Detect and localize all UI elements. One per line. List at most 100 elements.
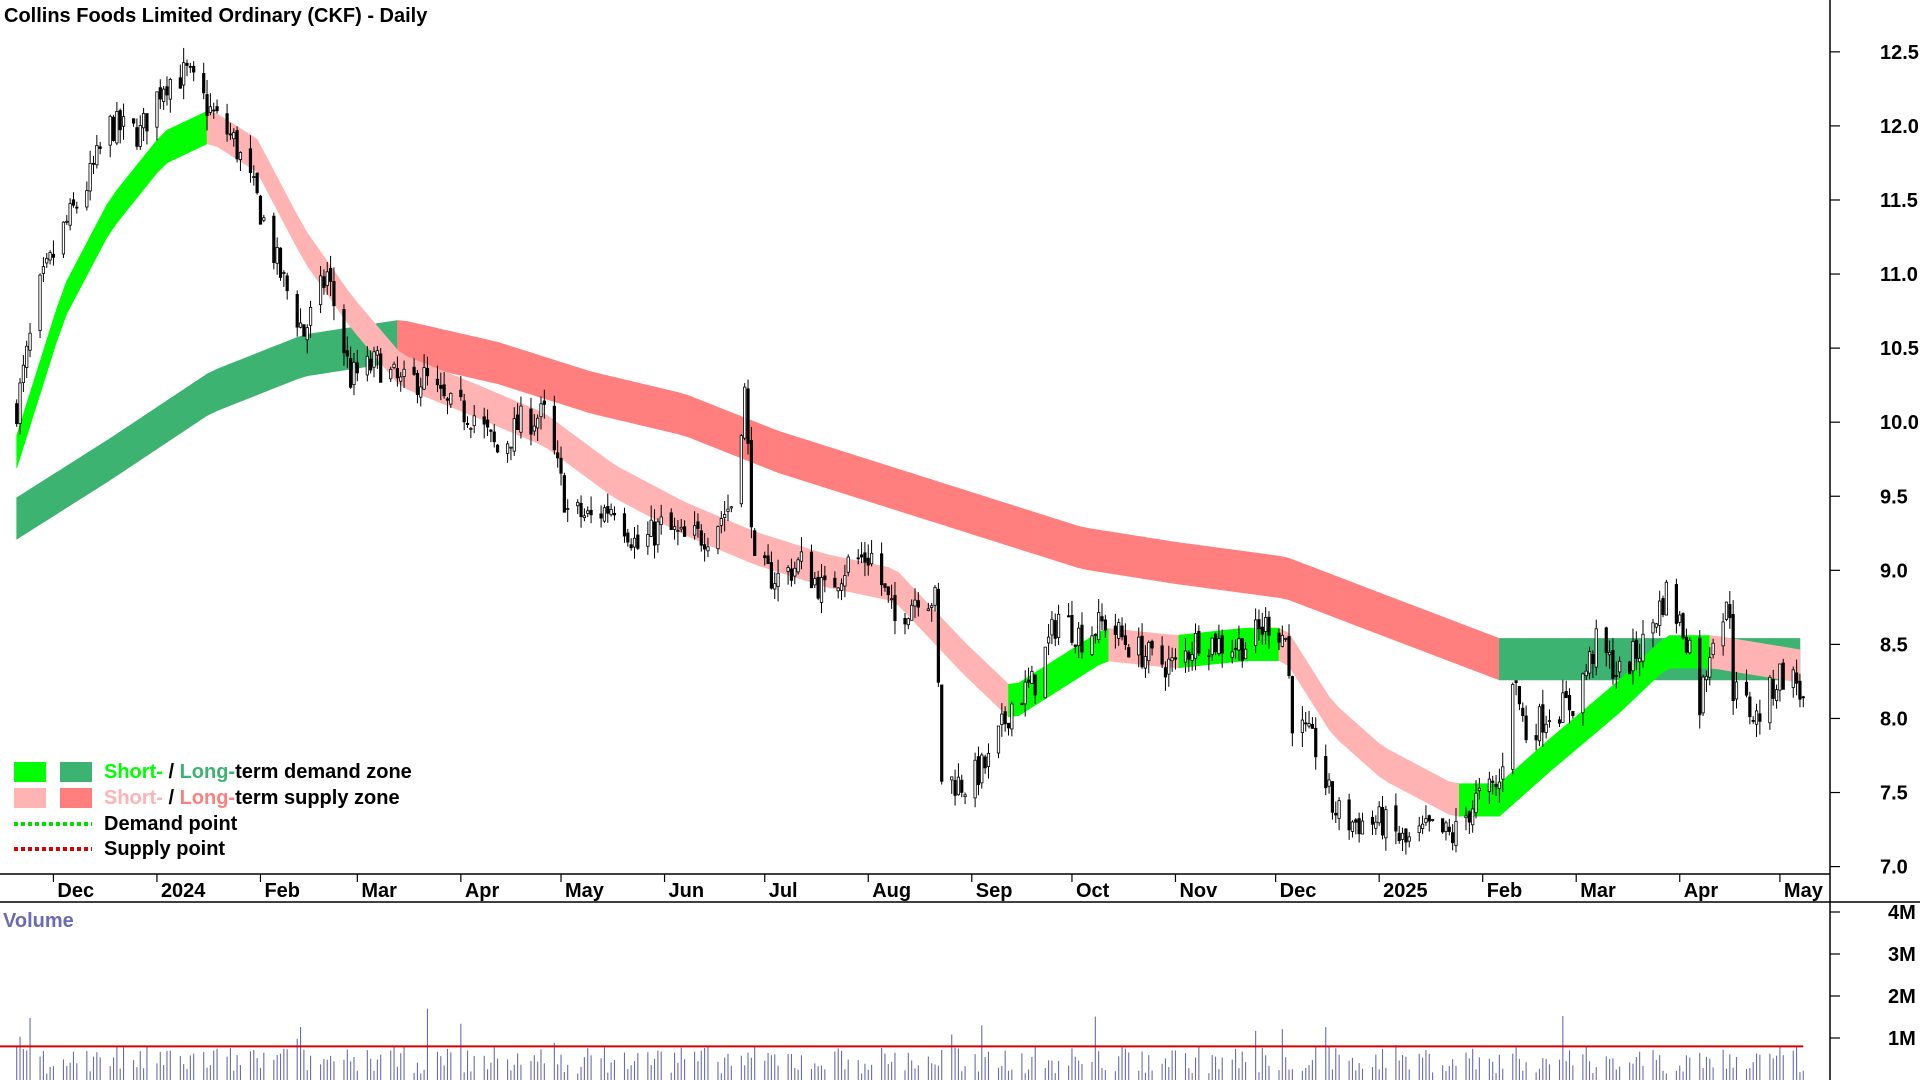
candle-body xyxy=(980,754,984,784)
candle-body xyxy=(158,87,162,100)
candle-body xyxy=(552,405,556,451)
candle-body xyxy=(295,294,299,328)
long-term-zone-band xyxy=(877,462,889,508)
candle-body xyxy=(1791,669,1795,688)
long-term-zone-band xyxy=(256,348,268,396)
candle-body xyxy=(1006,722,1011,729)
candle-body xyxy=(352,361,356,386)
candle-body xyxy=(1521,707,1525,716)
candle-body xyxy=(415,372,420,396)
candle-body xyxy=(1734,681,1739,700)
long-term-zone-band xyxy=(146,406,158,457)
candle-body xyxy=(1127,647,1131,658)
candle-body xyxy=(716,526,720,550)
candle-body xyxy=(1638,657,1642,663)
candle-body xyxy=(809,551,814,589)
candle-body xyxy=(646,534,650,547)
candle-body xyxy=(395,368,399,379)
long-term-zone-band xyxy=(787,433,799,480)
time-tick-label: Apr xyxy=(1684,880,1719,902)
candle-body xyxy=(442,384,446,397)
candle-body xyxy=(512,418,516,452)
long-term-zone-band xyxy=(517,348,528,394)
time-tick-label: Dec xyxy=(57,880,94,902)
candle-body xyxy=(1280,635,1284,647)
legend-label: Short- / Long-term demand zone xyxy=(104,761,412,783)
candle-body xyxy=(121,116,126,127)
time-tick-label: Dec xyxy=(1280,880,1317,902)
long-term-zone-band xyxy=(557,360,569,407)
candle-body xyxy=(262,217,266,221)
long-term-zone-band xyxy=(1288,557,1300,605)
candle-body xyxy=(1380,806,1385,836)
candle-body xyxy=(1023,681,1027,705)
long-term-zone-band xyxy=(637,382,649,428)
candle-body xyxy=(1768,676,1772,724)
long-term-zone-band xyxy=(807,440,819,486)
candle-body xyxy=(492,431,496,443)
candle-body xyxy=(1594,628,1598,668)
long-term-zone-band xyxy=(1368,588,1380,635)
candle-body xyxy=(799,551,804,562)
candle-body xyxy=(332,281,336,307)
volume-tick-label: 3M xyxy=(1888,944,1916,966)
candle-body xyxy=(659,516,663,525)
short-term-zone-band xyxy=(1669,635,1681,669)
candle-body xyxy=(1026,679,1031,683)
candle-body xyxy=(1420,823,1425,829)
candle-body xyxy=(836,587,840,592)
volume-label: Volume xyxy=(3,910,74,932)
candle-body xyxy=(1163,667,1168,678)
legend-label: Short- / Long-term supply zone xyxy=(104,787,400,809)
candle-body xyxy=(986,752,991,767)
long-term-zone-band xyxy=(1388,596,1400,643)
candle-body xyxy=(21,364,25,383)
long-term-zone-band xyxy=(1428,611,1440,658)
candle-body xyxy=(1471,808,1475,826)
candle-body xyxy=(1010,703,1014,730)
candle-body xyxy=(1491,780,1495,783)
long-term-zone-band xyxy=(1268,554,1280,598)
short-term-zone-band xyxy=(1428,770,1440,810)
long-term-zone-band xyxy=(938,481,949,527)
candle-body xyxy=(910,604,914,621)
long-term-zone-band xyxy=(998,500,1009,546)
short-term-zone-band xyxy=(887,566,899,606)
candle-body xyxy=(205,94,209,117)
long-term-zone-band xyxy=(587,370,599,416)
short-term-zone-band xyxy=(1418,765,1430,805)
long-term-zone-band xyxy=(86,446,98,496)
candle-body xyxy=(305,327,309,341)
candle-body xyxy=(1046,636,1051,644)
candle-body xyxy=(676,530,680,532)
candle-body xyxy=(746,388,750,444)
candle-body xyxy=(632,537,637,548)
candle-body xyxy=(1607,651,1612,656)
candle-body xyxy=(1307,723,1311,727)
candle-body xyxy=(936,588,940,683)
candle-body xyxy=(111,116,116,141)
candle-body xyxy=(963,794,967,797)
candle-body xyxy=(1661,598,1665,615)
long-term-zone-band xyxy=(777,430,789,477)
long-term-zone-band xyxy=(567,364,579,410)
candle-body xyxy=(1337,800,1341,819)
candle-body xyxy=(586,510,590,514)
candle-body xyxy=(1611,649,1615,679)
long-term-zone-band xyxy=(1258,553,1270,597)
candle-body xyxy=(445,398,450,401)
time-tick-label: Mar xyxy=(1580,880,1616,902)
candle-body xyxy=(692,525,697,536)
candle-body xyxy=(252,176,256,178)
candle-body xyxy=(212,109,216,112)
long-term-zone-band xyxy=(1218,547,1230,592)
candle-body xyxy=(1614,675,1618,677)
long-term-zone-band xyxy=(1308,565,1320,612)
candle-body xyxy=(940,684,944,782)
candle-body xyxy=(743,386,747,439)
candle-body xyxy=(890,598,894,601)
time-tick-label: Mar xyxy=(361,880,397,902)
long-term-zone-band xyxy=(1479,630,1490,677)
candle-body xyxy=(1077,627,1081,647)
